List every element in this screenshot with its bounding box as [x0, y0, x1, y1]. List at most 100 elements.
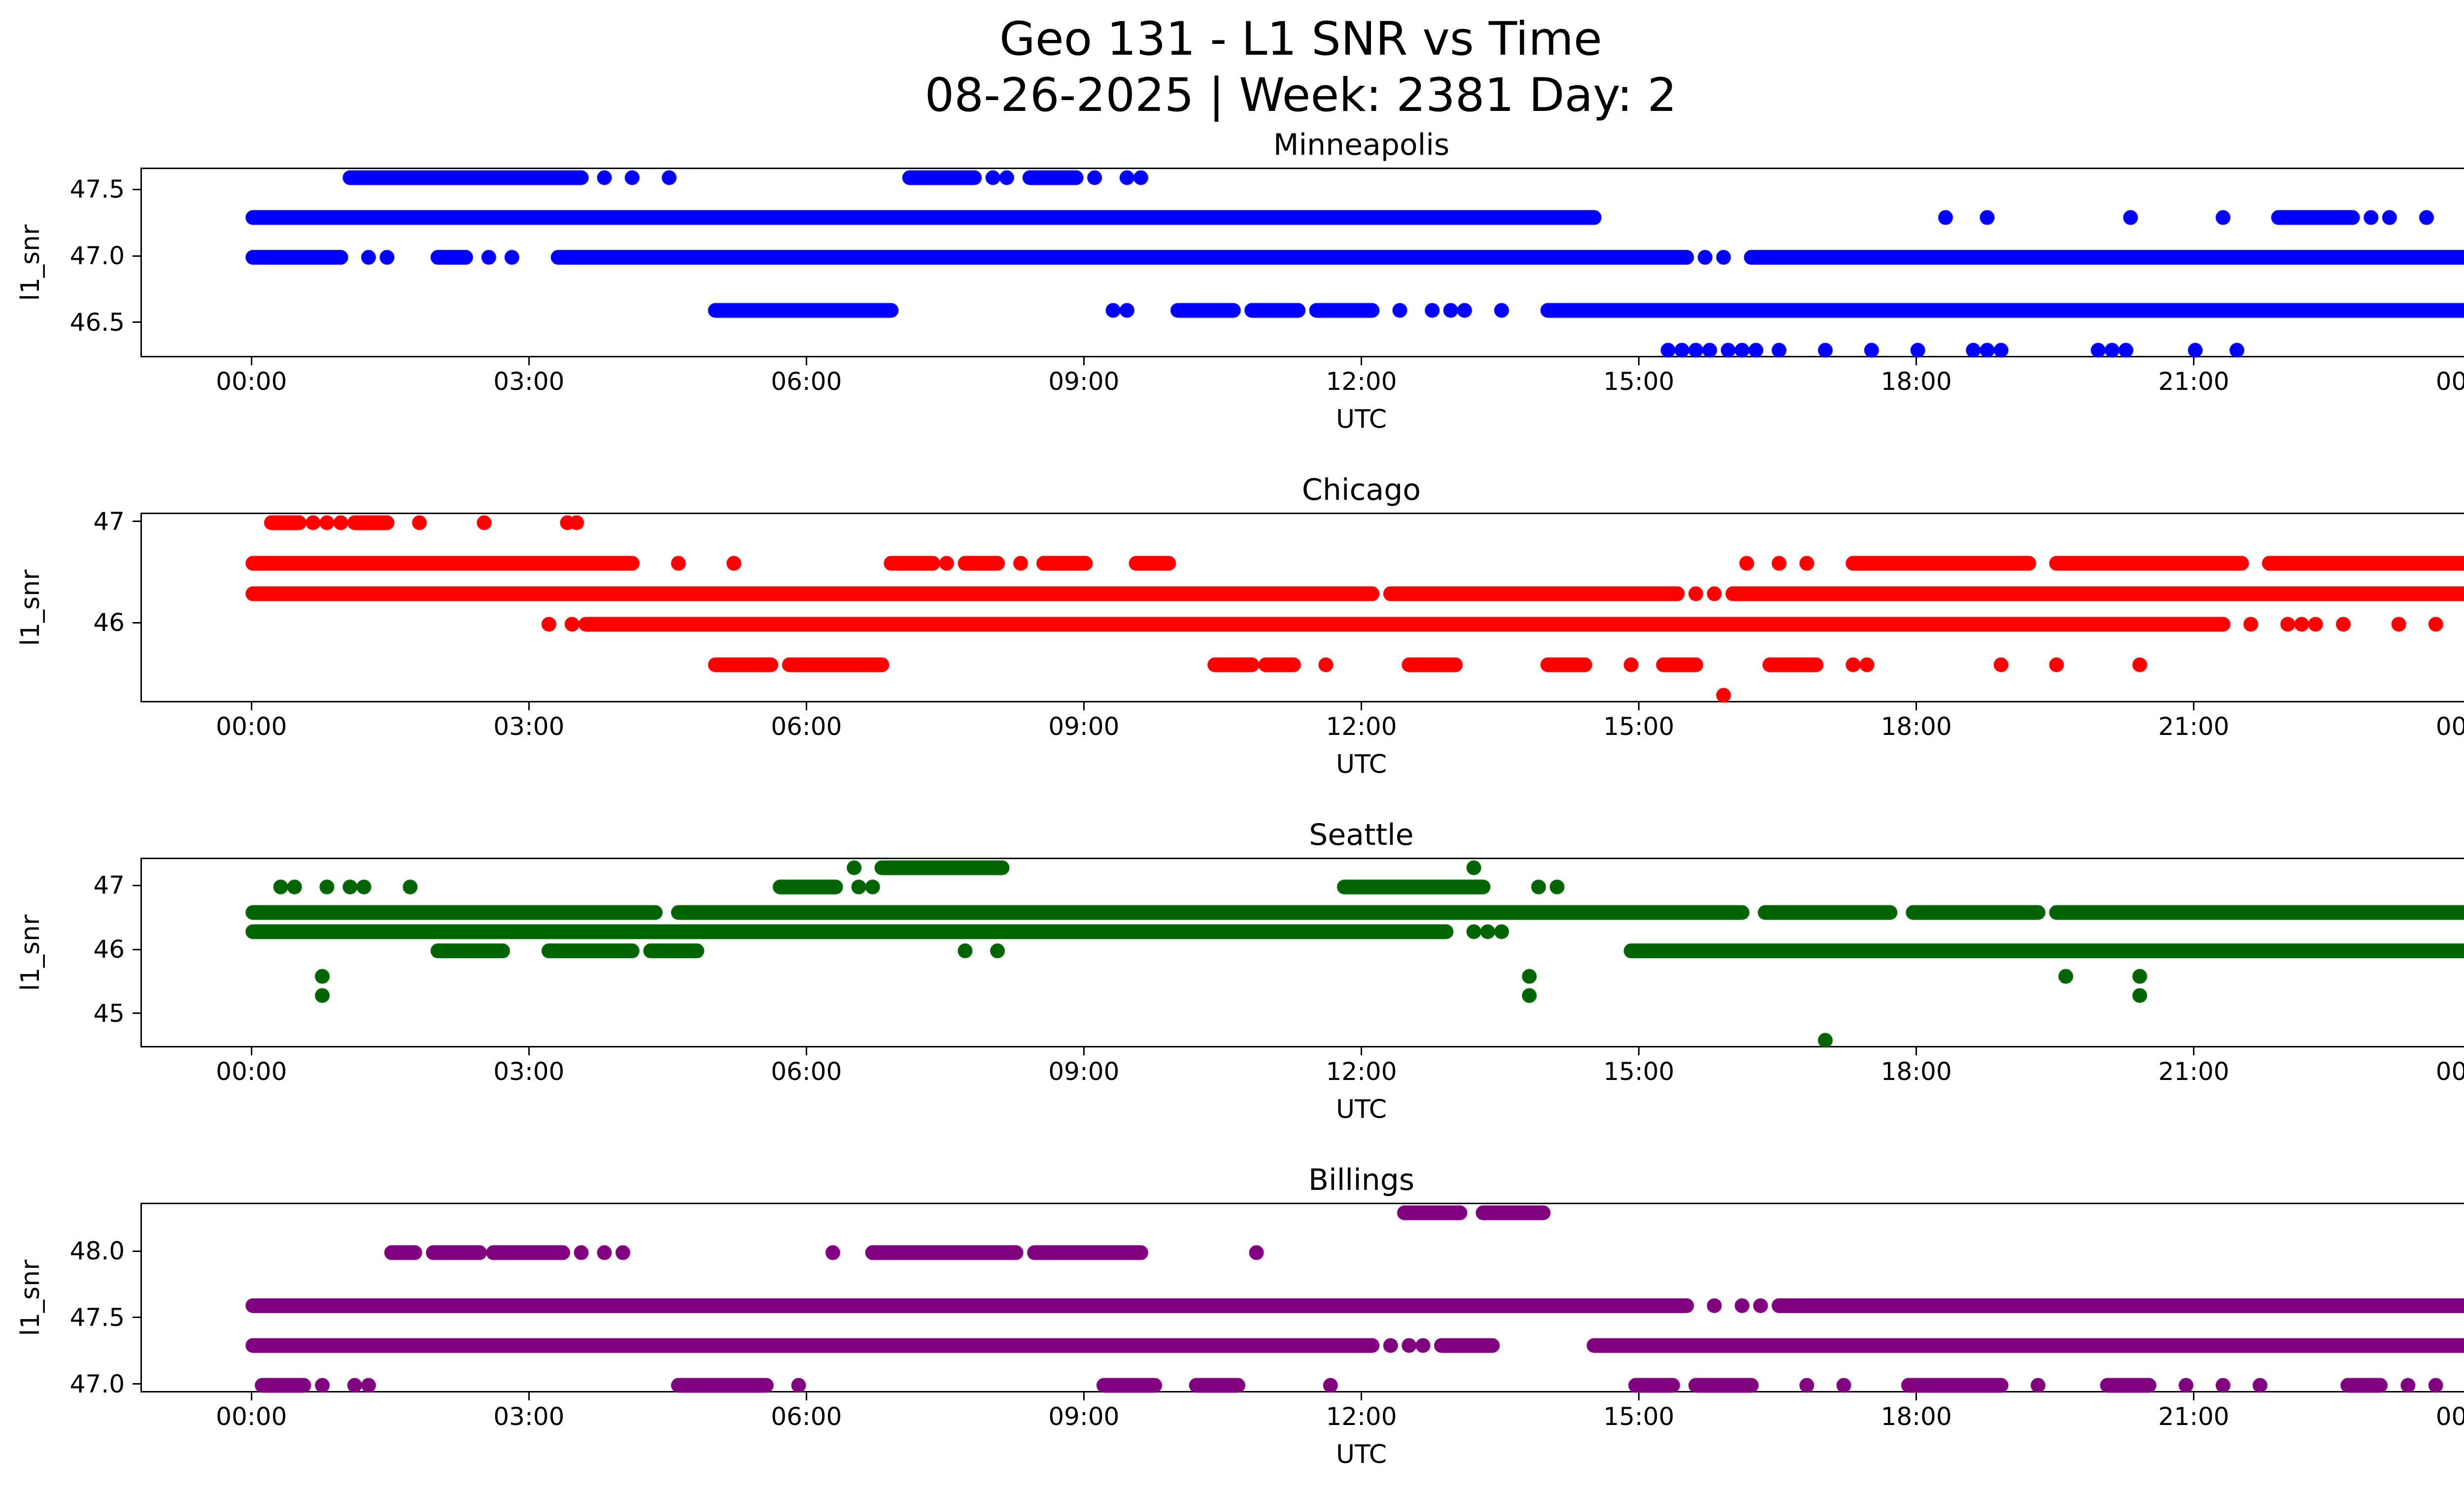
xtick-label: 15:00 — [1603, 712, 1675, 741]
xtick-label: 18:00 — [1881, 367, 1952, 396]
xtick-mark — [1083, 702, 1085, 710]
xtick-label: 15:00 — [1603, 1057, 1675, 1086]
figure-title: Geo 131 - L1 SNR vs Time — [999, 12, 1602, 66]
ytick-mark — [133, 1317, 140, 1319]
axes-seattle — [140, 858, 2464, 1049]
x-axis-label-billings: UTC — [1335, 1440, 1387, 1469]
xtick-mark — [1083, 357, 1085, 365]
xtick-label: 09:00 — [1048, 712, 1120, 741]
xtick-label: 06:00 — [771, 1057, 842, 1086]
subplot-title-billings: Billings — [1308, 1163, 1415, 1197]
xtick-label: 00:00 — [2435, 367, 2464, 396]
xtick-mark — [1638, 1392, 1640, 1400]
xtick-mark — [1361, 1392, 1362, 1400]
xtick-mark — [1916, 702, 1917, 710]
xtick-label: 03:00 — [493, 1402, 565, 1431]
xtick-mark — [1361, 1047, 1362, 1055]
xtick-mark — [528, 357, 530, 365]
x-axis-label-chicago: UTC — [1335, 750, 1387, 779]
axes-chicago — [140, 513, 2464, 704]
ytick-label: 47.5 — [69, 175, 125, 204]
ytick-mark — [133, 948, 140, 950]
xtick-mark — [1916, 1047, 1917, 1055]
axes-minneapolis — [140, 168, 2464, 359]
scatter-canvas-minneapolis — [142, 169, 2464, 359]
ytick-label: 46 — [93, 935, 125, 964]
xtick-label: 09:00 — [1048, 1057, 1120, 1086]
xtick-mark — [2193, 1047, 2195, 1055]
xtick-label: 00:00 — [2435, 712, 2464, 741]
xtick-mark — [250, 1047, 252, 1055]
ytick-mark — [133, 1012, 140, 1014]
xtick-mark — [1638, 702, 1640, 710]
xtick-mark — [805, 1392, 807, 1400]
ytick-mark — [133, 1250, 140, 1252]
y-axis-label-minneapolis: l1_snr — [16, 224, 45, 301]
subplot-title-chicago: Chicago — [1301, 473, 1421, 507]
xtick-mark — [1083, 1047, 1085, 1055]
xtick-label: 00:00 — [216, 1057, 287, 1086]
xtick-label: 15:00 — [1603, 1402, 1675, 1431]
xtick-label: 06:00 — [771, 367, 842, 396]
xtick-mark — [805, 702, 807, 710]
scatter-canvas-billings — [142, 1204, 2464, 1394]
xtick-mark — [250, 357, 252, 365]
xtick-label: 15:00 — [1603, 367, 1675, 396]
ytick-label: 45 — [93, 999, 125, 1028]
ytick-label: 46.5 — [69, 308, 125, 337]
xtick-label: 00:00 — [2435, 1402, 2464, 1431]
xtick-label: 09:00 — [1048, 1402, 1120, 1431]
xtick-label: 03:00 — [493, 1057, 565, 1086]
scatter-canvas-seattle — [142, 859, 2464, 1049]
x-axis-label-seattle: UTC — [1335, 1095, 1387, 1124]
ytick-mark — [133, 321, 140, 323]
xtick-mark — [2193, 357, 2195, 365]
xtick-mark — [1638, 357, 1640, 365]
ytick-label: 47 — [93, 507, 125, 536]
xtick-label: 09:00 — [1048, 367, 1120, 396]
ytick-mark — [133, 255, 140, 257]
xtick-mark — [1361, 357, 1362, 365]
scatter-canvas-chicago — [142, 514, 2464, 704]
xtick-mark — [1083, 1392, 1085, 1400]
ytick-label: 46 — [93, 608, 125, 637]
xtick-label: 06:00 — [771, 712, 842, 741]
xtick-mark — [2193, 1392, 2195, 1400]
xtick-label: 18:00 — [1881, 1057, 1952, 1086]
x-axis-label-minneapolis: UTC — [1335, 405, 1387, 434]
xtick-mark — [805, 357, 807, 365]
ytick-mark — [133, 188, 140, 190]
xtick-label: 21:00 — [2158, 367, 2229, 396]
xtick-label: 00:00 — [216, 367, 287, 396]
xtick-mark — [1361, 702, 1362, 710]
subplot-title-minneapolis: Minneapolis — [1273, 128, 1450, 162]
ytick-label: 47.0 — [69, 1369, 125, 1398]
ytick-mark — [133, 1383, 140, 1385]
xtick-label: 12:00 — [1326, 1402, 1397, 1431]
xtick-mark — [250, 1392, 252, 1400]
xtick-label: 18:00 — [1881, 1402, 1952, 1431]
xtick-label: 03:00 — [493, 712, 565, 741]
xtick-mark — [1638, 1047, 1640, 1055]
ytick-mark — [133, 622, 140, 624]
xtick-label: 21:00 — [2158, 1057, 2229, 1086]
xtick-label: 12:00 — [1326, 712, 1397, 741]
ytick-mark — [133, 521, 140, 522]
xtick-label: 21:00 — [2158, 1402, 2229, 1431]
xtick-label: 18:00 — [1881, 712, 1952, 741]
xtick-label: 06:00 — [771, 1402, 842, 1431]
ytick-mark — [133, 884, 140, 886]
y-axis-label-billings: l1_snr — [16, 1259, 45, 1336]
xtick-mark — [250, 702, 252, 710]
y-axis-label-seattle: l1_snr — [16, 914, 45, 991]
xtick-mark — [1916, 357, 1917, 365]
xtick-mark — [1916, 1392, 1917, 1400]
axes-billings — [140, 1203, 2464, 1394]
xtick-label: 00:00 — [216, 712, 287, 741]
ytick-label: 47.0 — [69, 242, 125, 271]
xtick-label: 21:00 — [2158, 712, 2229, 741]
xtick-label: 03:00 — [493, 367, 565, 396]
subplot-title-seattle: Seattle — [1309, 818, 1414, 852]
xtick-mark — [2193, 702, 2195, 710]
